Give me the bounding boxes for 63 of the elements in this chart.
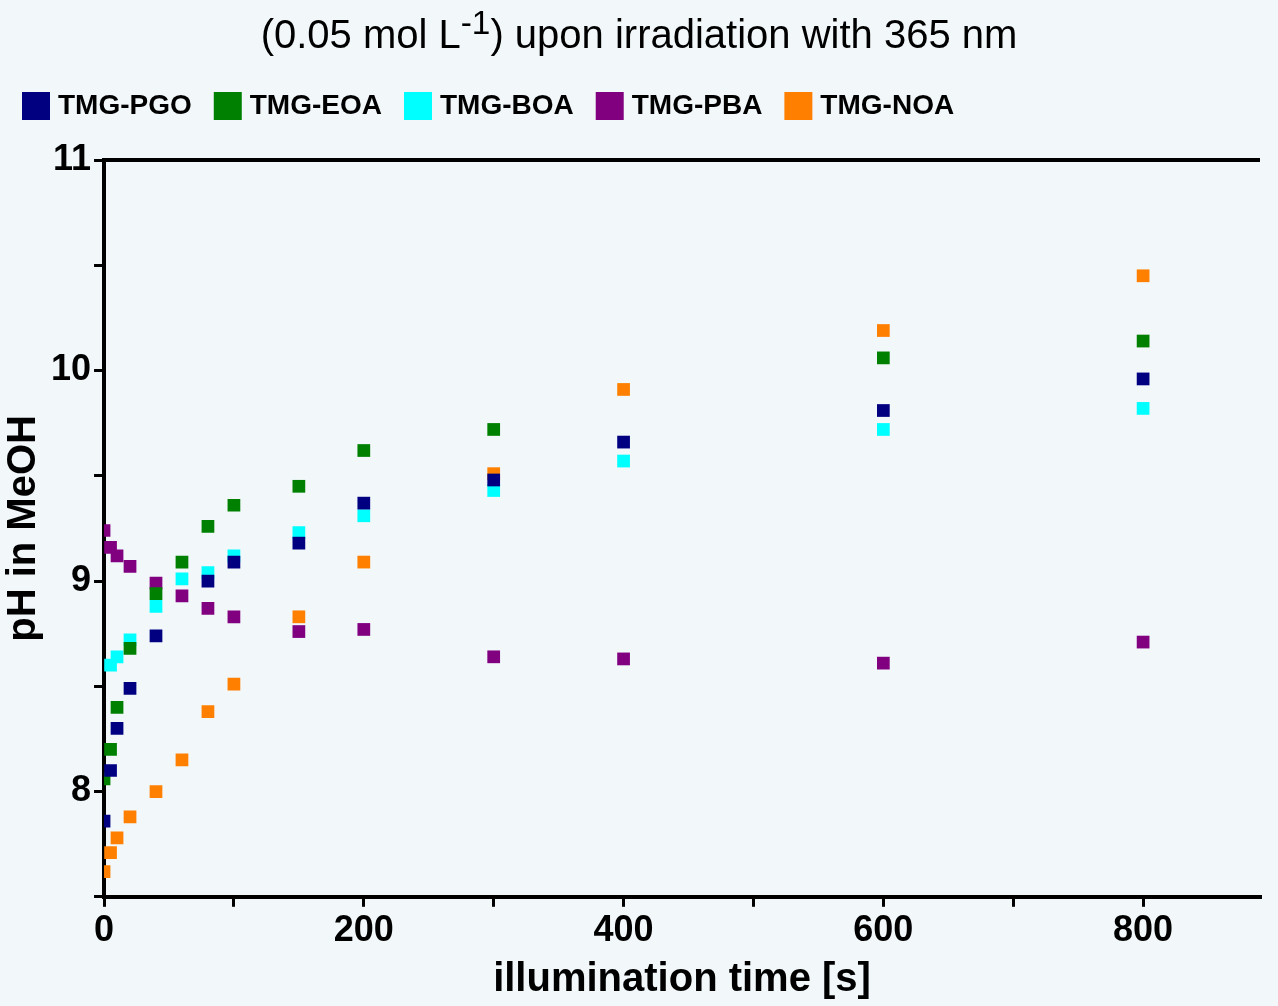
point	[357, 623, 371, 636]
point	[876, 656, 890, 670]
point	[123, 810, 137, 824]
point	[876, 404, 890, 417]
y-axis-title: pH in MeOH	[0, 415, 44, 642]
point	[201, 519, 215, 533]
point	[175, 589, 189, 603]
x-axis-title: illumination time [s]	[493, 955, 871, 1000]
point	[123, 559, 137, 573]
x-tick-label: 200	[333, 908, 394, 950]
x-tick-label: 0	[94, 908, 115, 950]
point	[1136, 402, 1150, 415]
legend-label: TMG-BOA	[439, 88, 574, 120]
point	[104, 743, 117, 756]
point	[201, 602, 215, 615]
point	[110, 650, 124, 664]
point	[149, 629, 163, 643]
point	[110, 831, 124, 845]
point	[357, 444, 371, 457]
point	[357, 496, 371, 510]
legend-label: TMG-PGO	[58, 88, 192, 120]
point	[487, 473, 501, 487]
point	[104, 764, 117, 777]
chart-title: (0.05 mol L$^{-1}$) upon irradiation with 365 nm	[259, 4, 1019, 58]
legend-label: TMG-NOA	[820, 88, 955, 120]
point	[227, 677, 241, 691]
point	[292, 479, 306, 493]
point	[292, 610, 306, 624]
point	[876, 351, 890, 365]
point	[201, 705, 215, 718]
point	[487, 650, 501, 664]
point	[110, 700, 124, 714]
point	[1136, 269, 1150, 283]
point	[149, 599, 163, 613]
point	[227, 610, 241, 624]
point	[123, 642, 137, 655]
y-tick-label: 11	[52, 136, 92, 178]
legend-label: TMG-EOA	[249, 88, 382, 120]
point	[292, 536, 306, 550]
point	[487, 423, 501, 436]
point	[123, 682, 137, 695]
point	[110, 722, 124, 735]
point	[110, 549, 124, 563]
legend-label: TMG-PBA	[631, 88, 763, 120]
point	[149, 587, 163, 601]
x-tick-label: 800	[1113, 908, 1174, 950]
point	[876, 324, 890, 337]
point	[292, 625, 306, 638]
point	[876, 423, 890, 436]
point	[227, 498, 241, 512]
point	[149, 785, 163, 798]
point	[617, 435, 630, 449]
x-tick-label: 600	[853, 908, 914, 950]
point	[104, 846, 117, 859]
y-tick-label: 9	[71, 557, 92, 599]
y-tick-label: 8	[71, 768, 92, 810]
point	[357, 509, 371, 523]
point	[357, 555, 371, 569]
point	[617, 383, 630, 396]
y-tick-label: 10	[51, 347, 92, 389]
point	[617, 652, 630, 666]
point	[617, 454, 630, 468]
x-tick-label: 400	[593, 908, 654, 950]
